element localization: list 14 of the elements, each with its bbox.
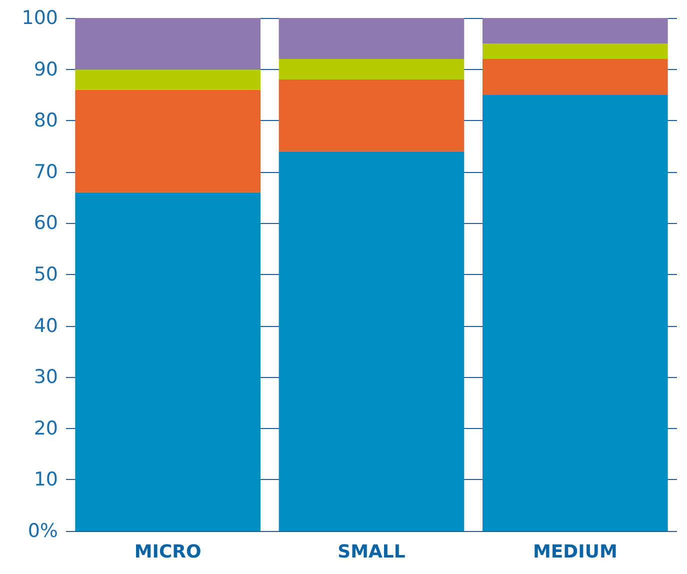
y-tick-label: 0%: [28, 520, 58, 542]
y-tick-label: 90: [34, 58, 58, 80]
y-tick-label: 80: [34, 110, 58, 132]
y-tick-label: 70: [34, 160, 58, 183]
y-tick-label: 10: [34, 468, 58, 491]
y-tick-label: 100: [22, 7, 58, 29]
y-tick-label: 50: [34, 264, 58, 286]
x-tick-label: MICRO: [134, 542, 202, 562]
y-tick-label: 30: [34, 366, 58, 388]
y-tick-label: 40: [34, 314, 58, 337]
x-tick-label: MEDIUM: [532, 542, 618, 562]
y-tick-label: 60: [34, 212, 58, 234]
x-tick-label: SMALL: [338, 542, 406, 562]
y-tick-label: 20: [34, 417, 58, 440]
